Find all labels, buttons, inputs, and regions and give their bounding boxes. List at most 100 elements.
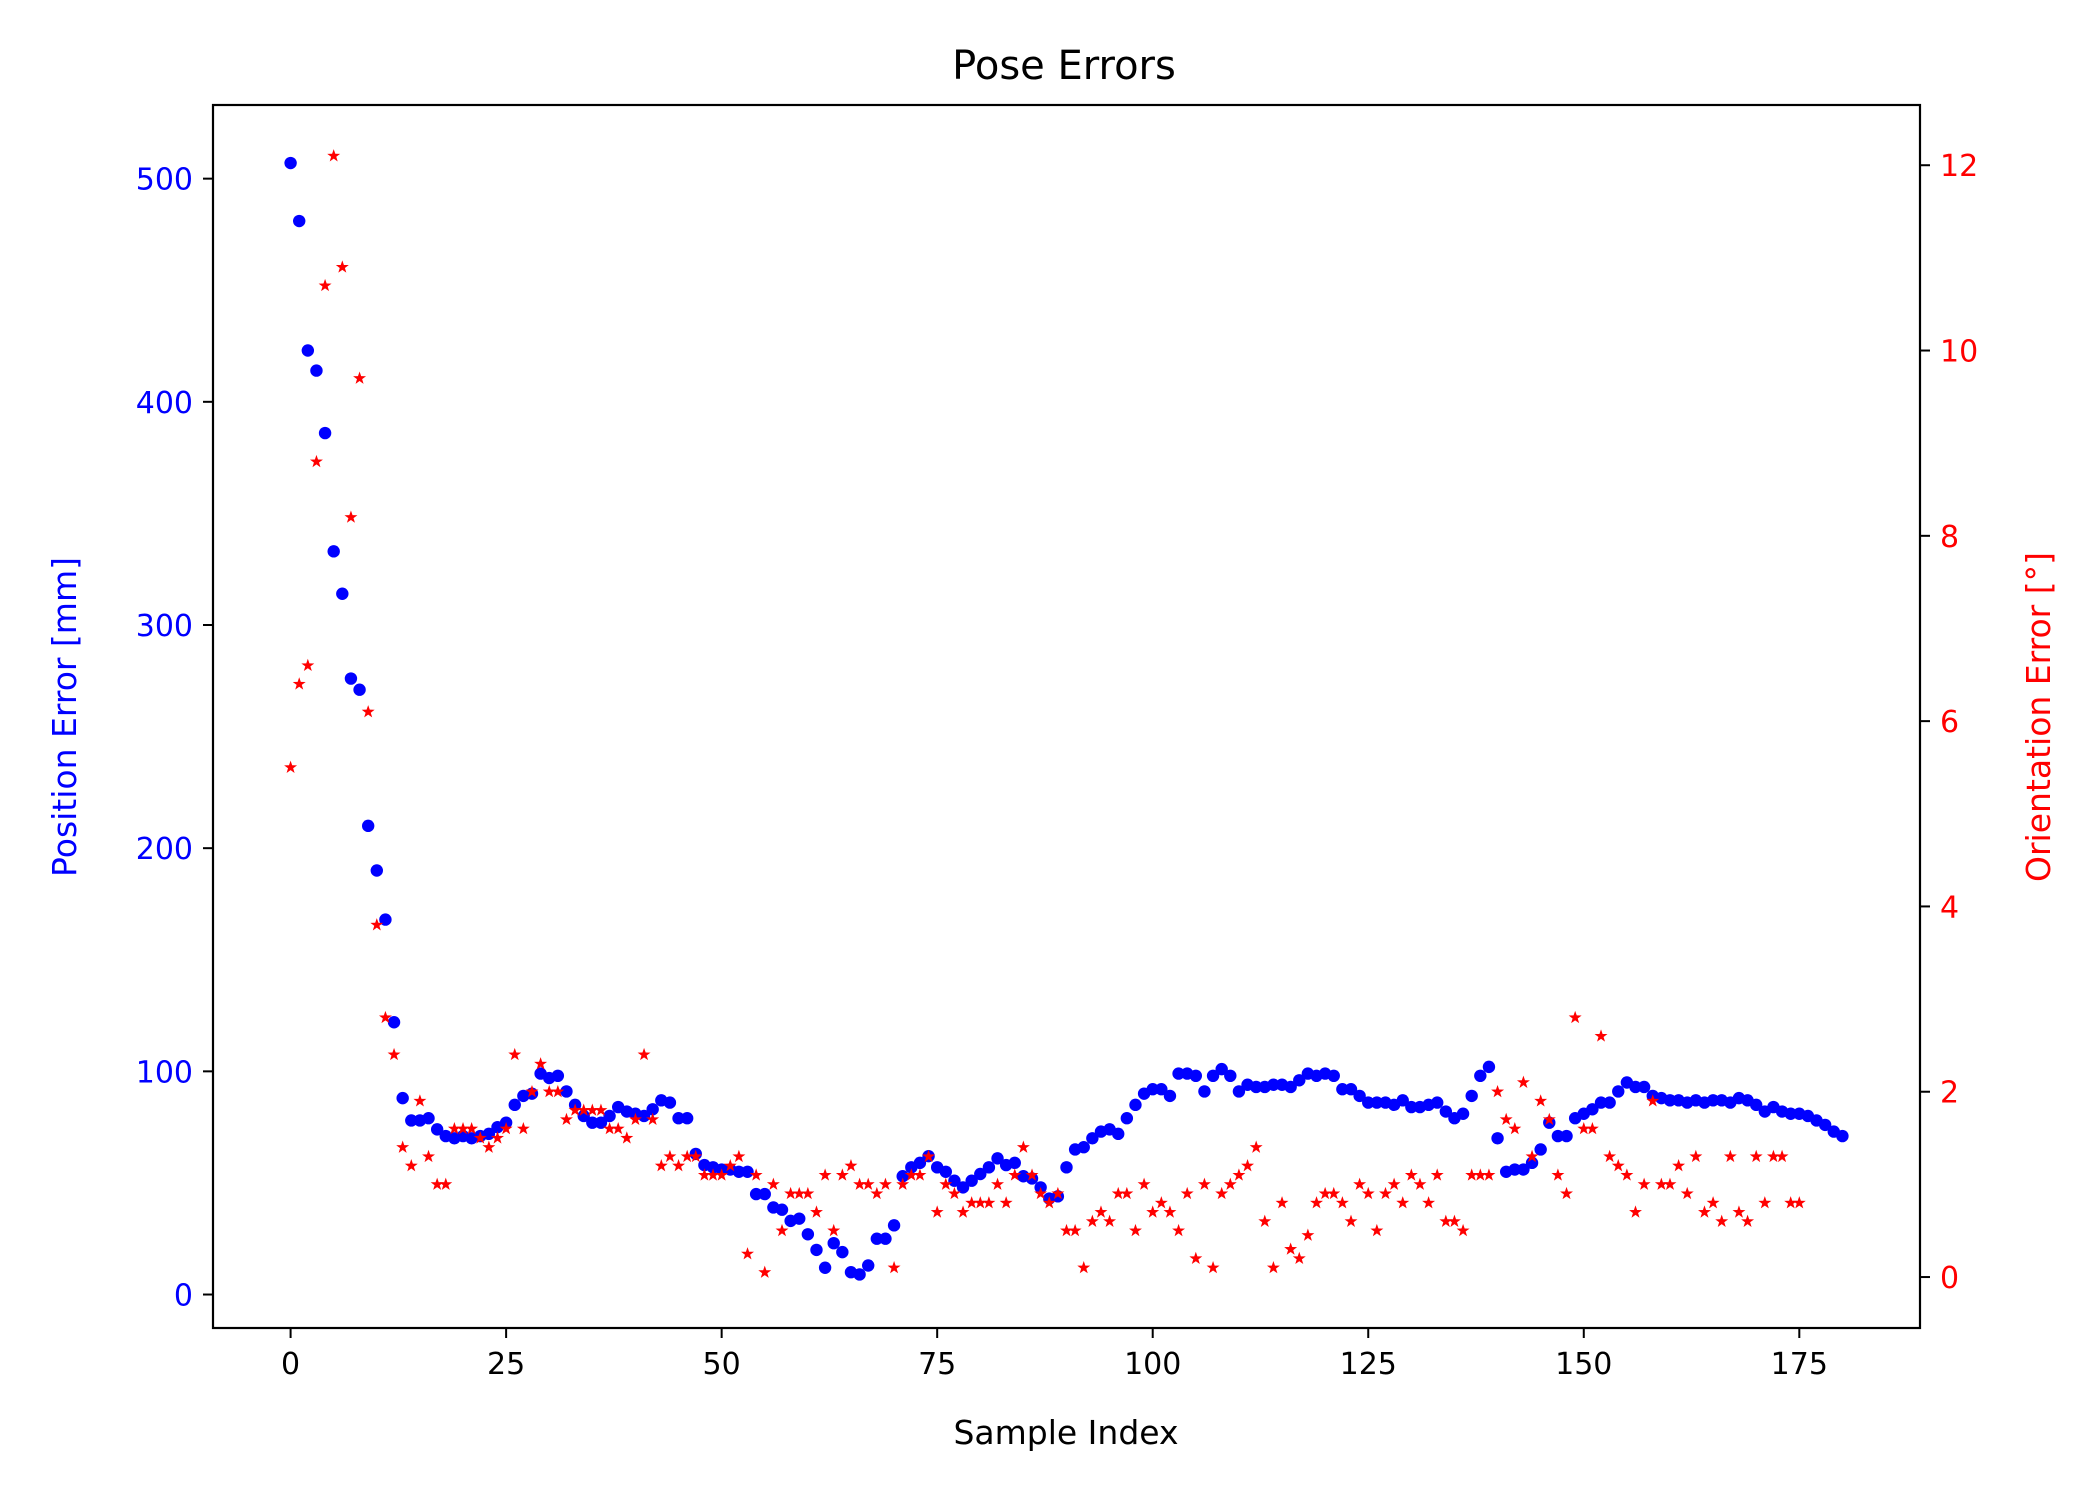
orientation-error-point — [1241, 1159, 1255, 1172]
orientation-error-point — [1732, 1205, 1746, 1218]
position-error-point — [1293, 1074, 1306, 1087]
orientation-error-point — [1258, 1214, 1272, 1227]
orientation-error-point — [1473, 1168, 1487, 1181]
orientation-error-point — [1577, 1122, 1591, 1135]
orientation-error-point — [930, 1205, 944, 1218]
left-y-tick-label: 400 — [136, 386, 193, 421]
orientation-error-point — [430, 1177, 444, 1190]
position-error-point — [1172, 1067, 1185, 1080]
orientation-error-point — [1465, 1168, 1479, 1181]
position-error-point — [1491, 1132, 1504, 1145]
position-error-point — [1284, 1080, 1297, 1094]
orientation-error-point — [542, 1084, 556, 1098]
orientation-error-point — [766, 1177, 780, 1190]
position-error-point — [758, 1187, 771, 1201]
position-error-point — [1327, 1069, 1340, 1083]
orientation-error-point — [628, 1112, 642, 1126]
position-error-point — [991, 1152, 1004, 1165]
orientation-error-point — [922, 1149, 936, 1163]
position-error-point — [646, 1103, 659, 1116]
orientation-error-point — [827, 1223, 841, 1237]
orientation-error-point — [344, 510, 358, 523]
position-error-point — [1267, 1078, 1280, 1091]
orientation-error-point — [689, 1149, 703, 1163]
position-error-point — [430, 1123, 444, 1136]
orientation-error-point — [810, 1205, 823, 1218]
right-y-tick-label: 2 — [1940, 1076, 1959, 1111]
chart-title: Pose Errors — [952, 43, 1176, 89]
orientation-error-point — [491, 1131, 504, 1144]
orientation-error-point — [1146, 1205, 1160, 1218]
position-error-point — [1784, 1107, 1797, 1120]
x-axis: 0 25 50 75 100 125 150 175 — [281, 1328, 1828, 1382]
orientation-error-point — [1646, 1094, 1660, 1107]
orientation-error-point — [672, 1159, 686, 1172]
position-error-point — [1163, 1089, 1177, 1103]
position-error-point — [1353, 1089, 1366, 1103]
x-tick-label: 25 — [487, 1347, 525, 1382]
left-y-tick-label: 0 — [174, 1279, 193, 1314]
position-error-point — [1146, 1083, 1159, 1096]
orientation-error-point — [534, 1057, 548, 1070]
orientation-error-point — [551, 1084, 565, 1098]
position-error-point — [637, 1109, 651, 1123]
orientation-error-point — [1534, 1094, 1548, 1107]
orientation-error-point — [396, 1140, 410, 1153]
right-y-axis: 0 2 4 6 8 10 12 — [1920, 149, 1978, 1296]
orientation-error-point — [1310, 1196, 1323, 1209]
orientation-error-point — [663, 1149, 677, 1163]
orientation-error-point — [1715, 1214, 1729, 1227]
orientation-error-point — [1085, 1214, 1099, 1227]
position-error-point — [663, 1096, 677, 1109]
orientation-error-point — [1060, 1223, 1073, 1237]
orientation-error-point — [1430, 1168, 1444, 1181]
orientation-error-point — [1327, 1186, 1341, 1200]
position-error-point — [482, 1127, 496, 1141]
position-error-point — [1474, 1069, 1487, 1083]
orientation-error-point — [1275, 1196, 1289, 1209]
right-y-axis-title: Orientation Error [°] — [2019, 552, 2058, 882]
orientation-error-point — [465, 1122, 479, 1135]
position-error-point — [965, 1174, 978, 1187]
orientation-error-point — [749, 1168, 763, 1181]
x-tick-label: 175 — [1771, 1347, 1828, 1382]
orientation-error-point — [1422, 1196, 1436, 1209]
position-error-point — [680, 1112, 694, 1125]
orientation-error-point — [499, 1122, 513, 1135]
position-error-point — [1456, 1107, 1470, 1120]
orientation-error-point — [378, 1010, 392, 1024]
orientation-error-point — [1766, 1149, 1780, 1163]
position-error-point — [1586, 1103, 1599, 1116]
orientation-error-point — [1568, 1010, 1582, 1024]
position-error-point — [560, 1085, 573, 1098]
position-error-point — [1336, 1083, 1349, 1096]
position-error-point — [508, 1098, 521, 1112]
position-error-point — [862, 1259, 875, 1272]
orientation-error-point — [991, 1177, 1004, 1190]
position-error-point — [1706, 1094, 1720, 1107]
orientation-error-point — [447, 1122, 461, 1135]
orientation-error-point — [1379, 1186, 1392, 1200]
position-error-point — [1155, 1083, 1168, 1096]
left-y-tick-label: 500 — [136, 163, 193, 198]
orientation-error-point — [301, 658, 315, 672]
position-error-point — [405, 1114, 418, 1127]
orientation-error-point — [1129, 1223, 1142, 1237]
position-error-point — [586, 1116, 599, 1129]
right-y-tick-label: 6 — [1940, 705, 1959, 740]
orientation-error-point — [1232, 1168, 1246, 1181]
position-error-point — [1249, 1080, 1263, 1094]
right-y-tick-label: 10 — [1940, 335, 1978, 370]
orientation-error-point — [999, 1196, 1013, 1209]
orientation-error-point — [1603, 1149, 1617, 1163]
position-error-point — [827, 1236, 840, 1250]
orientation-error-point — [439, 1177, 453, 1190]
orientation-error-point — [1775, 1149, 1789, 1163]
position-error-point — [818, 1261, 832, 1274]
orientation-error-point — [1180, 1186, 1194, 1200]
orientation-error-point — [1189, 1251, 1203, 1265]
orientation-error-point — [1163, 1205, 1177, 1218]
orientation-error-point — [818, 1168, 832, 1181]
orientation-error-point — [775, 1223, 789, 1237]
